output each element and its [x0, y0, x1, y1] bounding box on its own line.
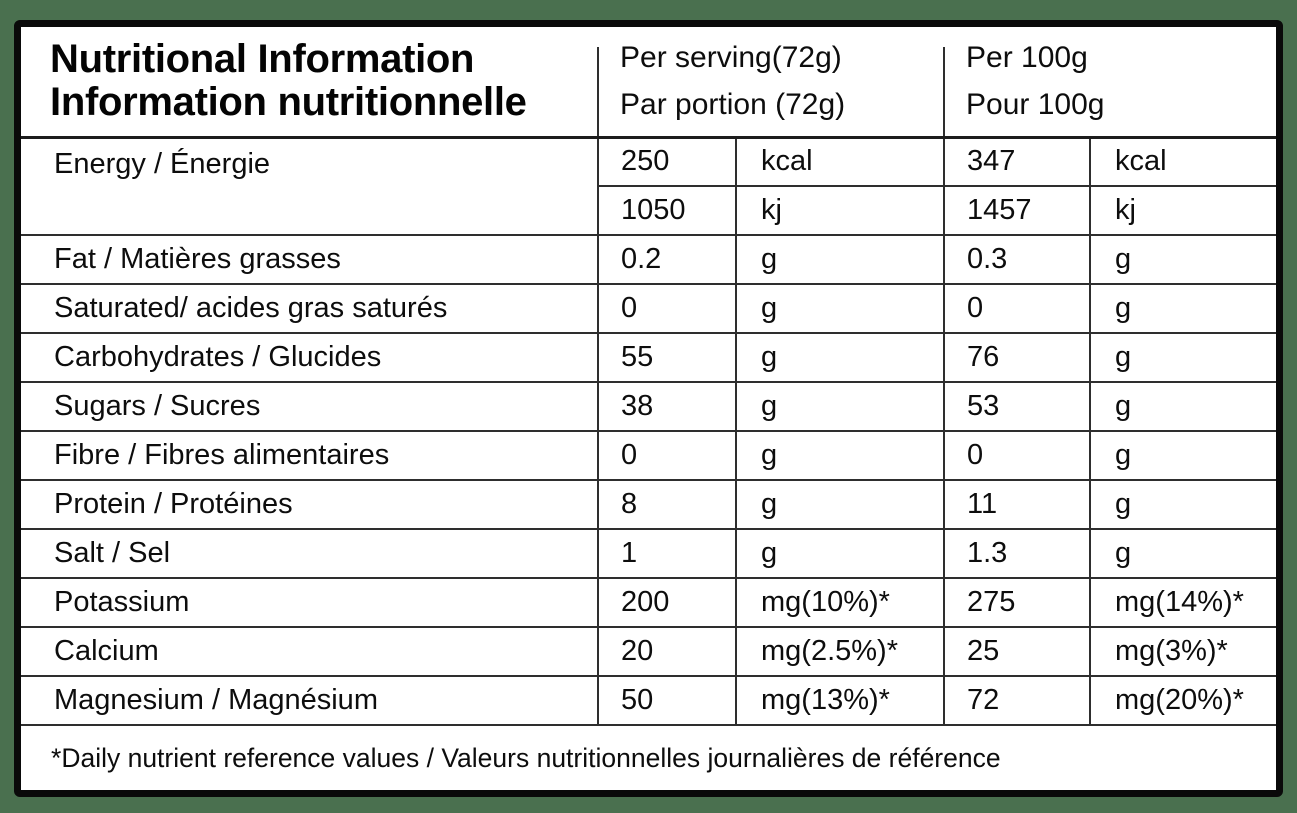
- row-label: Fat / Matières grasses: [21, 235, 598, 285]
- row-label: Magnesium / Magnésium: [21, 676, 598, 726]
- row-magnesium: Magnesium / Magnésium 50 mg(13%)* 72 mg(…: [21, 676, 1277, 726]
- serving-value-cell: 1050: [597, 186, 736, 236]
- table-header-row: Nutritional Information Information nutr…: [21, 27, 1277, 139]
- row-sugars: Sugars / Sucres 38 g 53 g: [21, 382, 1277, 432]
- row-fibre: Fibre / Fibres alimentaires 0 g 0 g: [21, 431, 1277, 481]
- per100-unit-cell: kcal: [1088, 137, 1277, 187]
- per100-value-cell: 1.3: [943, 529, 1090, 579]
- row-label: Sugars / Sucres: [21, 382, 598, 432]
- footnote-text: *Daily nutrient reference values / Valeu…: [51, 742, 1001, 773]
- per100-unit-cell: g: [1088, 480, 1277, 530]
- per100-unit-cell: mg(14%)*: [1088, 578, 1277, 628]
- serving-value-cell: 250: [597, 137, 736, 187]
- per100-unit-cell: g: [1088, 529, 1277, 579]
- row-salt: Salt / Sel 1 g 1.3 g: [21, 529, 1277, 579]
- nutrition-table: Nutritional Information Information nutr…: [21, 27, 1277, 790]
- col-header-per-100g: Per 100g Pour 100g: [943, 27, 1277, 139]
- row-calcium: Calcium 20 mg(2.5%)* 25 mg(3%)*: [21, 627, 1277, 677]
- serving-unit-cell: g: [735, 431, 944, 481]
- row-carbohydrates: Carbohydrates / Glucides 55 g 76 g: [21, 333, 1277, 383]
- serving-unit-cell: kj: [735, 186, 944, 236]
- row-label: Potassium: [21, 578, 598, 628]
- row-label: Energy / Énergie: [21, 137, 598, 236]
- serving-value-cell: 0: [597, 431, 736, 481]
- title-line-fr: Information nutritionnelle: [50, 80, 527, 125]
- per100-value-cell: 1457: [943, 186, 1090, 236]
- per100-unit-cell: mg(3%)*: [1088, 627, 1277, 677]
- per100-value-cell: 11: [943, 480, 1090, 530]
- per-serving-label-en: Per serving(72g): [620, 41, 842, 75]
- row-potassium: Potassium 200 mg(10%)* 275 mg(14%)*: [21, 578, 1277, 628]
- per100-unit-cell: g: [1088, 284, 1277, 334]
- serving-unit-cell: g: [735, 333, 944, 383]
- serving-unit-cell: g: [735, 284, 944, 334]
- serving-value-cell: 20: [597, 627, 736, 677]
- per100-value-cell: 275: [943, 578, 1090, 628]
- row-energy-kcal: Energy / Énergie 250 kcal 347 kcal: [21, 137, 1277, 236]
- serving-unit-cell: mg(13%)*: [735, 676, 944, 726]
- per100-unit-cell: g: [1088, 333, 1277, 383]
- serving-value-cell: 8: [597, 480, 736, 530]
- per100-unit-cell: mg(20%)*: [1088, 676, 1277, 726]
- footnote-row: *Daily nutrient reference values / Valeu…: [21, 725, 1276, 790]
- per100-unit-cell: g: [1088, 431, 1277, 481]
- serving-value-cell: 38: [597, 382, 736, 432]
- serving-unit-cell: kcal: [735, 137, 944, 187]
- row-label: Carbohydrates / Glucides: [21, 333, 598, 383]
- per100-unit-cell: g: [1088, 382, 1277, 432]
- per-serving-label-fr: Par portion (72g): [620, 88, 846, 122]
- serving-value-cell: 0.2: [597, 235, 736, 285]
- per100-unit-cell: g: [1088, 235, 1277, 285]
- nutrition-label: Nutritional Information Information nutr…: [14, 20, 1283, 797]
- row-fat: Fat / Matières grasses 0.2 g 0.3 g: [21, 235, 1277, 285]
- per100-value-cell: 53: [943, 382, 1090, 432]
- row-label: Calcium: [21, 627, 598, 677]
- serving-unit-cell: mg(10%)*: [735, 578, 944, 628]
- per100-value-cell: 0.3: [943, 235, 1090, 285]
- serving-unit-cell: g: [735, 480, 944, 530]
- serving-unit-cell: mg(2.5%)*: [735, 627, 944, 677]
- per-100g-label-fr: Pour 100g: [966, 88, 1105, 122]
- row-energy-kj: 1050 kj 1457 kj: [21, 186, 1277, 236]
- serving-unit-cell: g: [735, 235, 944, 285]
- per100-value-cell: 76: [943, 333, 1090, 383]
- serving-unit-cell: g: [735, 382, 944, 432]
- row-protein: Protein / Protéines 8 g 11 g: [21, 480, 1277, 530]
- serving-unit-cell: g: [735, 529, 944, 579]
- serving-value-cell: 0: [597, 284, 736, 334]
- per100-value-cell: 25: [943, 627, 1090, 677]
- per100-value-cell: 347: [943, 137, 1090, 187]
- per100-unit-cell: kj: [1088, 186, 1277, 236]
- row-label: Protein / Protéines: [21, 480, 598, 530]
- serving-value-cell: 200: [597, 578, 736, 628]
- serving-value-cell: 50: [597, 676, 736, 726]
- row-label: Saturated/ acides gras saturés: [21, 284, 598, 334]
- column-divider: [943, 47, 945, 136]
- serving-value-cell: 1: [597, 529, 736, 579]
- per100-value-cell: 0: [943, 284, 1090, 334]
- row-label: Fibre / Fibres alimentaires: [21, 431, 598, 481]
- per-100g-label-en: Per 100g: [966, 41, 1088, 75]
- title-line-en: Nutritional Information: [50, 37, 475, 82]
- per100-value-cell: 0: [943, 431, 1090, 481]
- column-divider: [597, 47, 599, 136]
- row-label: Salt / Sel: [21, 529, 598, 579]
- table-title: Nutritional Information Information nutr…: [21, 27, 598, 139]
- col-header-per-serving: Per serving(72g) Par portion (72g): [597, 27, 944, 139]
- serving-value-cell: 55: [597, 333, 736, 383]
- per100-value-cell: 72: [943, 676, 1090, 726]
- row-saturated: Saturated/ acides gras saturés 0 g 0 g: [21, 284, 1277, 334]
